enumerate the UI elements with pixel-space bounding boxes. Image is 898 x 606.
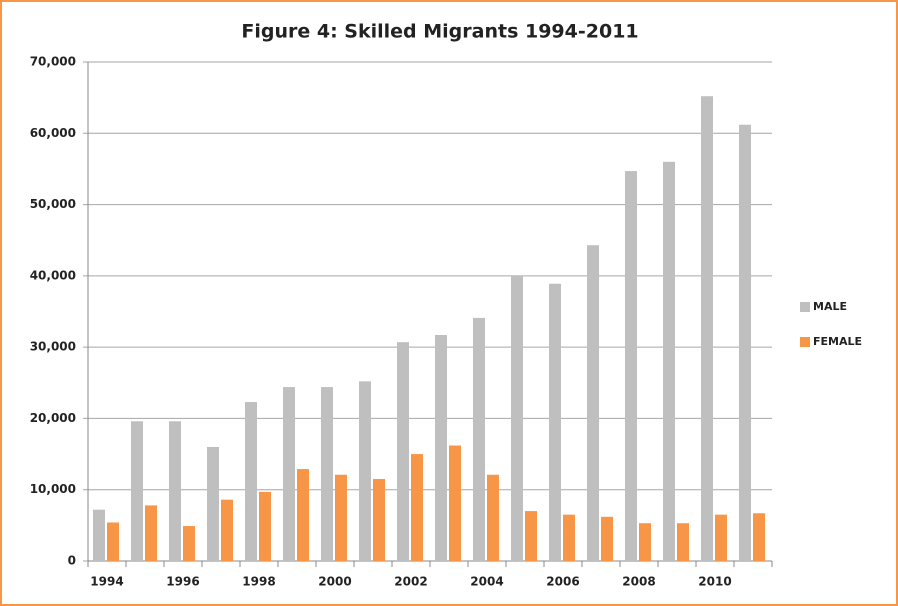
x-tick-label: 1994 — [90, 575, 123, 589]
x-tick-label: 2010 — [698, 575, 731, 589]
bar — [169, 421, 181, 561]
x-tick-label: 2008 — [622, 575, 655, 589]
x-tick-label: 2002 — [394, 575, 427, 589]
bar — [359, 381, 371, 561]
bar — [525, 511, 537, 561]
bar — [449, 445, 461, 561]
y-tick-label: 20,000 — [30, 411, 76, 425]
bar — [245, 402, 257, 561]
y-tick-label: 0 — [68, 554, 76, 568]
bar — [487, 474, 499, 561]
bar — [563, 514, 575, 561]
legend-label: FEMALE — [813, 335, 862, 348]
bar — [131, 421, 143, 561]
y-tick-label: 40,000 — [30, 268, 76, 282]
legend-label: MALE — [813, 300, 847, 313]
bar — [715, 514, 727, 561]
x-tick-label: 2004 — [470, 575, 503, 589]
bar — [677, 523, 689, 561]
bar — [207, 446, 219, 561]
bar — [93, 509, 105, 561]
bar — [221, 499, 233, 561]
bar — [107, 522, 119, 561]
bar — [297, 469, 309, 561]
bar — [411, 454, 423, 561]
bar — [511, 275, 523, 561]
chart-title: Figure 4: Skilled Migrants 1994-2011 — [241, 21, 638, 43]
bar — [321, 387, 333, 561]
bar — [739, 124, 751, 561]
bar — [435, 335, 447, 561]
bar — [639, 523, 651, 561]
x-tick-label: 2006 — [546, 575, 579, 589]
bar — [283, 387, 295, 561]
bar — [183, 526, 195, 561]
bar — [701, 96, 713, 562]
bar — [663, 161, 675, 562]
y-tick-label: 50,000 — [30, 197, 76, 211]
bar — [753, 513, 765, 561]
y-tick-label: 60,000 — [30, 126, 76, 140]
bar — [601, 516, 613, 561]
bar — [549, 283, 561, 561]
bar — [397, 342, 409, 561]
y-tick-label: 10,000 — [30, 482, 76, 496]
x-tick-label: 1996 — [166, 575, 199, 589]
y-tick-label: 30,000 — [30, 340, 76, 354]
bar — [625, 171, 637, 561]
x-tick-label: 2000 — [318, 575, 351, 589]
x-tick-label: 1998 — [242, 575, 275, 589]
legend-swatch — [800, 302, 810, 312]
legend-swatch — [800, 337, 810, 347]
bar — [145, 505, 157, 561]
bar — [259, 491, 271, 561]
bar — [373, 479, 385, 561]
bar — [473, 317, 485, 561]
y-tick-label: 70,000 — [30, 55, 76, 69]
bar — [335, 474, 347, 561]
bar — [587, 245, 599, 561]
